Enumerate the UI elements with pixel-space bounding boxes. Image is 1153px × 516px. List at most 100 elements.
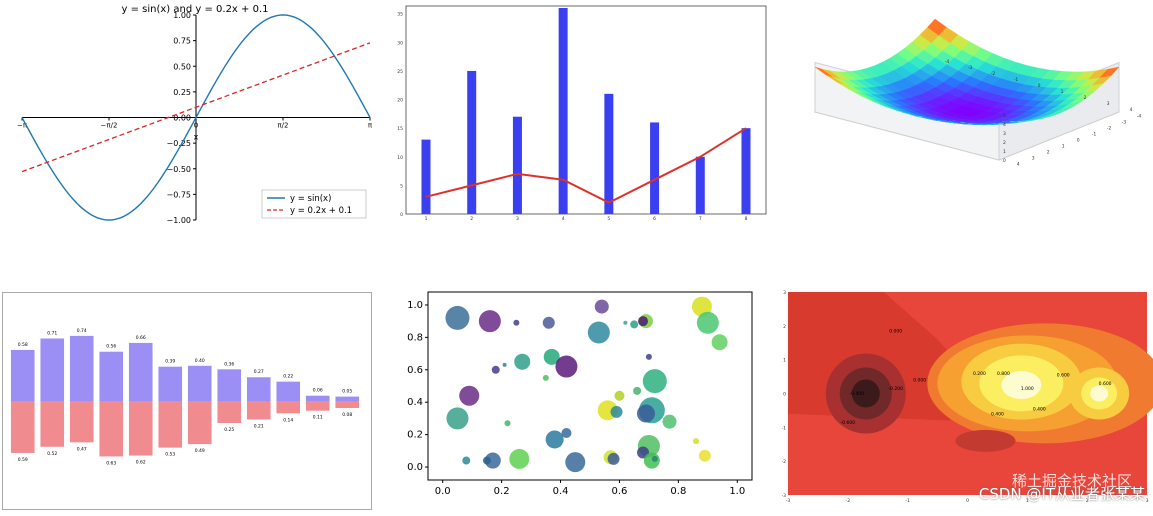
x-tick-label: 0.0 bbox=[435, 486, 451, 497]
x-tick-label: -3 bbox=[968, 65, 973, 71]
bar-down bbox=[247, 401, 271, 419]
y-tick-label: −0.50 bbox=[166, 165, 191, 174]
scatter-point bbox=[638, 316, 648, 326]
x-tick-label: −π/2 bbox=[101, 122, 118, 130]
bar-up-label: 0.22 bbox=[283, 374, 293, 380]
legend-label: y = 0.2x + 0.1 bbox=[290, 206, 352, 216]
y-tick-label: 5 bbox=[400, 183, 403, 189]
bar-down bbox=[276, 401, 300, 413]
bar-down-label: 0.14 bbox=[283, 417, 293, 423]
scatter-point bbox=[514, 354, 530, 370]
contour-label: 0.000 bbox=[913, 378, 926, 384]
bar bbox=[559, 8, 568, 214]
bar-down-label: 0.52 bbox=[47, 451, 57, 457]
x-tick-label: 1.0 bbox=[729, 486, 745, 497]
bar-down bbox=[11, 401, 35, 453]
y-tick-label: 0.25 bbox=[173, 88, 191, 97]
watermark-text: CSDN @IT从业者张某某 bbox=[979, 483, 1145, 504]
scatter-point bbox=[445, 306, 469, 330]
scatter-point bbox=[595, 300, 609, 314]
bar-up bbox=[11, 350, 35, 401]
y-tick-label: 2 bbox=[783, 324, 786, 330]
x-tick-label: 4 bbox=[1130, 107, 1133, 113]
bar-down-label: 0.49 bbox=[195, 448, 205, 454]
bar-down-label: 0.47 bbox=[77, 446, 87, 452]
scatter-point bbox=[633, 387, 641, 395]
scatter-point bbox=[459, 386, 479, 406]
y-tick-label: 0.75 bbox=[173, 37, 191, 46]
legend-label: y = sin(x) bbox=[290, 194, 331, 204]
y-tick-label: 0.0 bbox=[407, 462, 423, 473]
scatter-point bbox=[644, 453, 660, 469]
bar-up-label: 0.39 bbox=[165, 359, 175, 365]
y-tick-label: 15 bbox=[397, 126, 403, 132]
x-tick-label: 1 bbox=[425, 216, 428, 222]
bar-down bbox=[158, 401, 182, 448]
y-tick-label: 1.00 bbox=[173, 11, 191, 20]
x-axis-label: x bbox=[194, 133, 199, 142]
bar-down-label: 0.63 bbox=[106, 460, 116, 466]
bar-down-label: 0.62 bbox=[136, 460, 146, 466]
y-tick-label: 0.8 bbox=[407, 332, 423, 343]
contour-label: 1.000 bbox=[1021, 386, 1034, 392]
bar-down bbox=[129, 401, 153, 456]
y-tick-label: 0.50 bbox=[173, 62, 191, 71]
scatter-point bbox=[479, 310, 501, 332]
y-tick-label: 0 bbox=[783, 392, 786, 398]
chart-legend: y = sin(x) y = 0.2x + 0.1 bbox=[262, 190, 366, 218]
scatter-point bbox=[446, 407, 468, 429]
contour-label: 0.600 bbox=[1057, 373, 1070, 379]
y-tick-label: -2 bbox=[1107, 126, 1112, 132]
y-tick-label: -4 bbox=[1137, 114, 1142, 120]
bar-up bbox=[247, 377, 271, 401]
contour-label: 0.800 bbox=[997, 371, 1010, 377]
y-tick-label: 4 bbox=[1017, 162, 1020, 168]
scatter-point bbox=[630, 320, 638, 328]
y-tick-label: 0 bbox=[400, 212, 403, 218]
y-tick-label: 1 bbox=[783, 358, 786, 364]
bar-up bbox=[276, 382, 300, 401]
bar-down-label: 0.21 bbox=[254, 423, 264, 429]
x-tick-label: 2 bbox=[1084, 95, 1087, 101]
chart-title: y = sin(x) and y = 0.2x + 0.1 bbox=[122, 4, 269, 15]
scatter-point bbox=[637, 405, 655, 423]
contour-label: 0.200 bbox=[973, 371, 986, 377]
bar-up bbox=[99, 352, 123, 401]
contour-heatmap-chart-svg: 0.000 0.000 0.200 0.400 0.600 0.800 1.000 0.600… bbox=[782, 290, 1153, 512]
bar-up bbox=[40, 339, 64, 401]
scatter-point bbox=[646, 354, 652, 360]
z-tick-label: 4 bbox=[1003, 122, 1006, 128]
contour-label: 0.600 bbox=[1099, 381, 1112, 387]
bar-down-label: 0.59 bbox=[18, 457, 28, 463]
scatter-point bbox=[623, 321, 627, 325]
x-tick-label: 8 bbox=[745, 216, 748, 222]
bar-up bbox=[306, 396, 330, 401]
bar-up-label: 0.58 bbox=[18, 342, 28, 348]
bar-up-label: 0.27 bbox=[254, 369, 264, 375]
scatter-point bbox=[588, 322, 610, 344]
scatter-point bbox=[513, 320, 519, 326]
contour-label: -0.200 bbox=[888, 386, 903, 392]
y-tick-label: -3 bbox=[782, 493, 786, 499]
y-tick-label: 3 bbox=[783, 290, 786, 296]
contour-label: 0.000 bbox=[889, 329, 902, 335]
y-tick-label: 2 bbox=[1047, 150, 1050, 156]
bar-down-label: 0.53 bbox=[165, 452, 175, 458]
z-tick-label: 2 bbox=[1003, 140, 1006, 146]
x-tick-label: 0.6 bbox=[612, 486, 628, 497]
scatter-point bbox=[699, 450, 711, 462]
contour-label: 0.400 bbox=[1033, 406, 1046, 412]
y-tick-label: 0.2 bbox=[407, 430, 423, 441]
x-tick-label: 3 bbox=[516, 216, 519, 222]
x-tick-label: -1 bbox=[1014, 77, 1019, 83]
bar bbox=[513, 117, 522, 214]
bar bbox=[742, 128, 751, 214]
scatter-point bbox=[505, 420, 511, 426]
x-tick-label: -2 bbox=[991, 71, 996, 77]
